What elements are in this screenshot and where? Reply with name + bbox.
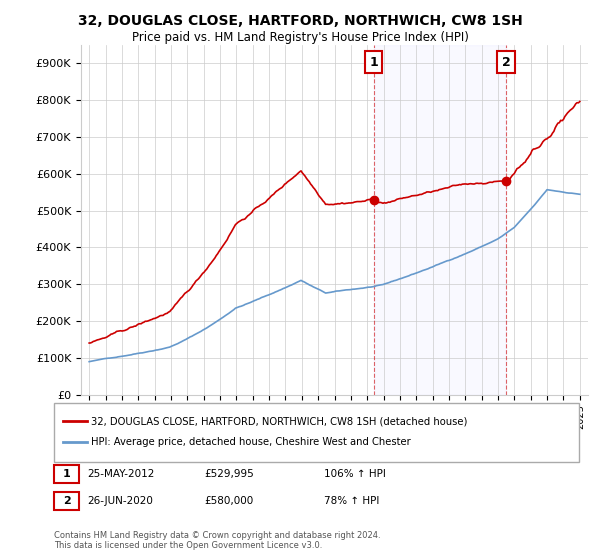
Text: 78% ↑ HPI: 78% ↑ HPI <box>324 496 379 506</box>
Text: 32, DOUGLAS CLOSE, HARTFORD, NORTHWICH, CW8 1SH (detached house): 32, DOUGLAS CLOSE, HARTFORD, NORTHWICH, … <box>91 416 467 426</box>
Text: 25-MAY-2012: 25-MAY-2012 <box>87 469 154 479</box>
Text: 26-JUN-2020: 26-JUN-2020 <box>87 496 153 506</box>
Text: Contains HM Land Registry data © Crown copyright and database right 2024.
This d: Contains HM Land Registry data © Crown c… <box>54 530 380 550</box>
Text: 1: 1 <box>63 469 70 479</box>
Text: £580,000: £580,000 <box>204 496 253 506</box>
Text: HPI: Average price, detached house, Cheshire West and Chester: HPI: Average price, detached house, Ches… <box>91 437 411 447</box>
Text: Price paid vs. HM Land Registry's House Price Index (HPI): Price paid vs. HM Land Registry's House … <box>131 31 469 44</box>
Text: 2: 2 <box>63 496 70 506</box>
Text: 2: 2 <box>502 56 510 69</box>
Text: 32, DOUGLAS CLOSE, HARTFORD, NORTHWICH, CW8 1SH: 32, DOUGLAS CLOSE, HARTFORD, NORTHWICH, … <box>77 14 523 28</box>
Text: 106% ↑ HPI: 106% ↑ HPI <box>324 469 386 479</box>
Bar <box>374 45 506 395</box>
Text: 1: 1 <box>369 56 378 69</box>
Text: £529,995: £529,995 <box>204 469 254 479</box>
